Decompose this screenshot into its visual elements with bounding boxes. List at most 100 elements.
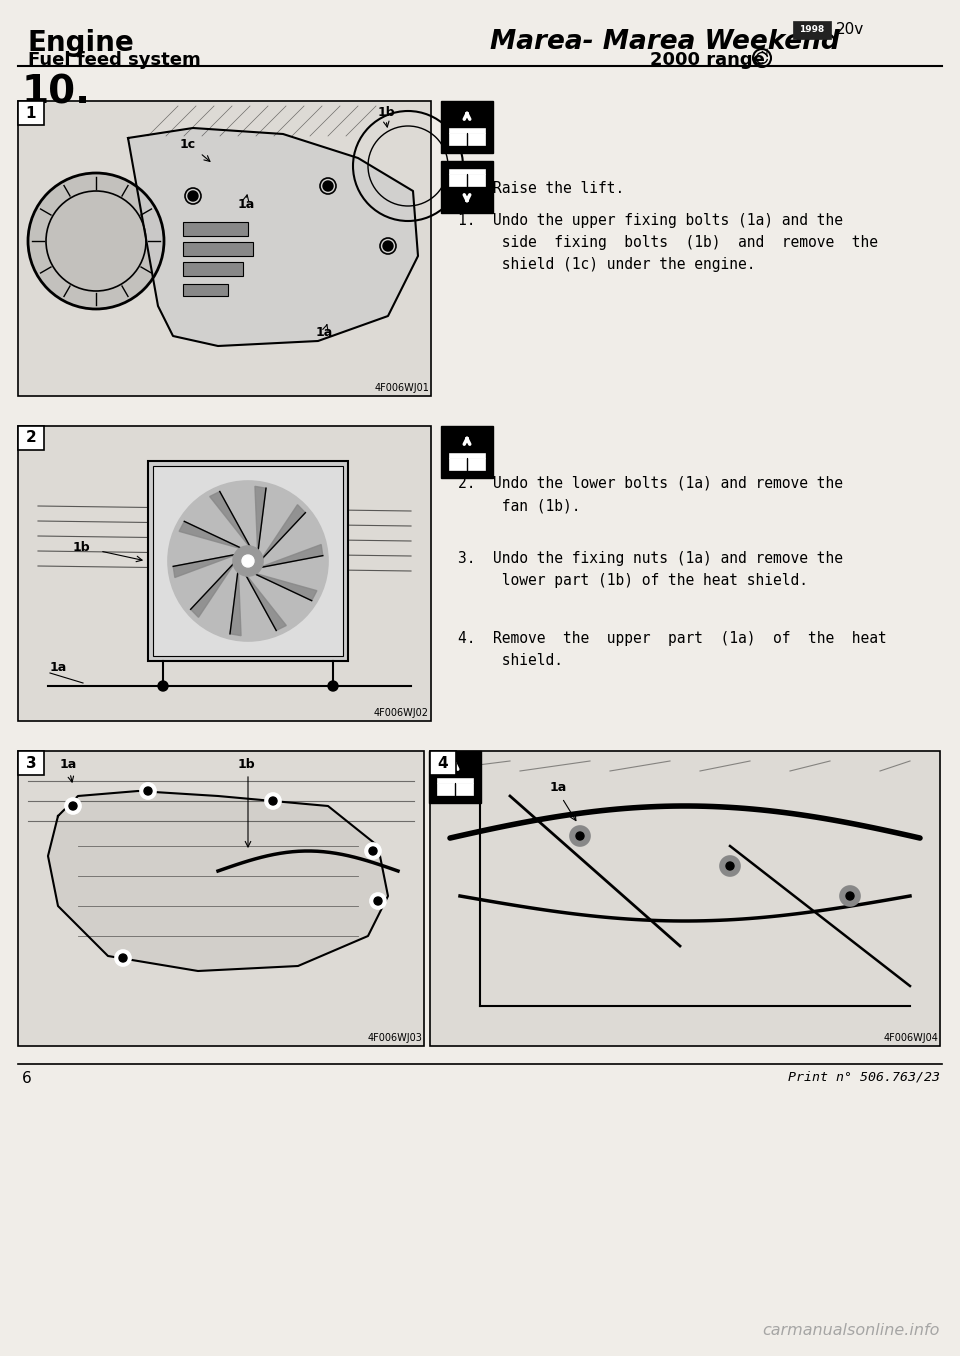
Circle shape xyxy=(846,892,854,900)
Bar xyxy=(18,751,44,776)
Text: 1: 1 xyxy=(26,106,36,121)
Text: 1c: 1c xyxy=(180,138,196,151)
Bar xyxy=(19,753,423,1045)
Text: 3.  Undo the fixing nuts (1a) and remove the
     lower part (1b) of the heat sh: 3. Undo the fixing nuts (1a) and remove … xyxy=(458,551,843,589)
Bar xyxy=(449,170,485,174)
Polygon shape xyxy=(48,791,388,971)
Bar xyxy=(449,453,485,458)
Text: 2: 2 xyxy=(26,430,36,446)
Bar xyxy=(431,753,939,1045)
Text: 3: 3 xyxy=(26,755,36,770)
Polygon shape xyxy=(180,521,244,549)
Bar xyxy=(449,458,466,471)
Circle shape xyxy=(576,833,584,839)
Bar xyxy=(430,751,940,1045)
Circle shape xyxy=(168,481,328,641)
Circle shape xyxy=(158,681,168,692)
Bar xyxy=(430,751,456,776)
Bar xyxy=(18,100,431,396)
Circle shape xyxy=(370,894,386,909)
Text: 1.  Undo the upper fixing bolts (1a) and the
     side  fixing  bolts  (1b)  and: 1. Undo the upper fixing bolts (1a) and … xyxy=(458,213,878,273)
Bar xyxy=(468,133,485,145)
Circle shape xyxy=(369,848,377,856)
Circle shape xyxy=(65,797,81,814)
Bar xyxy=(468,174,485,186)
Text: 1a: 1a xyxy=(238,198,255,212)
Polygon shape xyxy=(209,491,252,549)
Circle shape xyxy=(328,681,338,692)
Bar xyxy=(456,782,473,795)
Polygon shape xyxy=(128,127,418,346)
Polygon shape xyxy=(244,572,286,631)
Text: 1998: 1998 xyxy=(800,26,825,34)
Polygon shape xyxy=(230,568,241,636)
Polygon shape xyxy=(252,572,317,601)
Circle shape xyxy=(269,797,277,805)
Text: 20v: 20v xyxy=(836,23,864,38)
Bar xyxy=(793,20,831,39)
Circle shape xyxy=(144,786,152,795)
Text: 2.  Undo the lower bolts (1a) and remove the
     fan (1b).: 2. Undo the lower bolts (1a) and remove … xyxy=(458,476,843,513)
Text: 1a: 1a xyxy=(50,660,67,674)
Circle shape xyxy=(115,951,131,965)
Circle shape xyxy=(365,843,381,858)
Text: 1a: 1a xyxy=(316,325,333,339)
Text: 4: 4 xyxy=(438,755,448,770)
Bar xyxy=(437,778,473,782)
Text: 4F006WJ01: 4F006WJ01 xyxy=(374,382,429,393)
Text: carmanualsonline.info: carmanualsonline.info xyxy=(762,1323,940,1338)
Circle shape xyxy=(140,782,156,799)
Bar xyxy=(18,751,424,1045)
Bar xyxy=(18,426,431,721)
Circle shape xyxy=(119,955,127,961)
Circle shape xyxy=(720,856,740,876)
Text: Fuel feed system: Fuel feed system xyxy=(28,52,201,69)
Circle shape xyxy=(69,801,77,810)
Bar xyxy=(468,458,485,471)
Bar xyxy=(449,133,466,145)
Text: 6: 6 xyxy=(22,1071,32,1086)
Bar xyxy=(183,283,228,296)
Text: 4F006WJ03: 4F006WJ03 xyxy=(367,1033,422,1043)
Circle shape xyxy=(265,793,281,810)
Bar xyxy=(441,161,493,213)
Text: 2000 range: 2000 range xyxy=(650,52,765,69)
Circle shape xyxy=(28,174,164,309)
Circle shape xyxy=(726,862,734,871)
Circle shape xyxy=(840,885,860,906)
Circle shape xyxy=(570,826,590,846)
Text: 1b: 1b xyxy=(73,541,90,555)
Polygon shape xyxy=(257,545,323,568)
Circle shape xyxy=(374,898,382,904)
Circle shape xyxy=(233,546,263,576)
Circle shape xyxy=(188,191,198,201)
Text: Print n° 506.763/23: Print n° 506.763/23 xyxy=(788,1071,940,1083)
Text: 1a: 1a xyxy=(550,781,567,795)
Bar xyxy=(18,426,44,450)
Text: 4.  Remove  the  upper  part  (1a)  of  the  heat
     shield.: 4. Remove the upper part (1a) of the hea… xyxy=(458,631,887,669)
Polygon shape xyxy=(173,555,238,578)
Bar xyxy=(148,461,348,660)
Bar xyxy=(437,782,454,795)
Bar xyxy=(441,426,493,479)
Bar xyxy=(153,466,343,656)
Bar xyxy=(183,241,253,256)
Bar xyxy=(183,222,248,236)
Text: 4F006WJ02: 4F006WJ02 xyxy=(374,708,429,717)
Text: 4F006WJ04: 4F006WJ04 xyxy=(883,1033,938,1043)
Bar xyxy=(183,262,243,277)
Text: 1a: 1a xyxy=(60,758,77,772)
Polygon shape xyxy=(260,504,305,561)
Circle shape xyxy=(383,241,393,251)
Bar xyxy=(19,427,430,720)
Circle shape xyxy=(323,180,333,191)
Text: 1b: 1b xyxy=(238,758,255,772)
Text: 10.: 10. xyxy=(22,73,91,111)
Text: 1b: 1b xyxy=(378,106,396,119)
Circle shape xyxy=(242,555,254,567)
Text: Engine: Engine xyxy=(28,28,134,57)
Bar xyxy=(449,127,485,133)
Polygon shape xyxy=(255,487,266,555)
Polygon shape xyxy=(191,561,236,617)
Text: Marea- Marea Weekend: Marea- Marea Weekend xyxy=(490,28,840,56)
